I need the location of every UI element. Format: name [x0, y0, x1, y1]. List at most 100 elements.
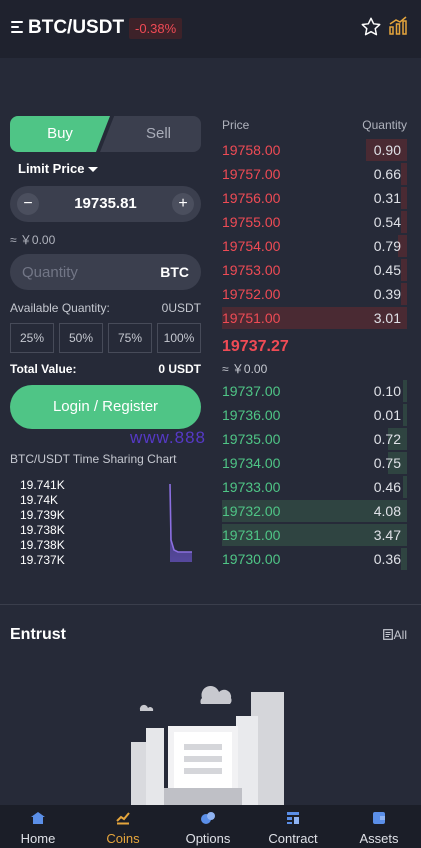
mini-price-chart	[169, 483, 192, 562]
ytick-label: 19.738K	[20, 523, 65, 537]
ask-row[interactable]: 19753.00 0.45	[222, 259, 407, 281]
tab-buy[interactable]: Buy	[10, 116, 110, 152]
nav-label: Assets	[359, 831, 399, 846]
percent-25-button[interactable]: 25%	[10, 323, 54, 353]
bid-qty: 0.75	[373, 455, 401, 471]
entrust-title: Entrust	[10, 626, 66, 643]
bid-row[interactable]: 19737.00 0.10	[222, 380, 407, 402]
depth-bar	[401, 187, 407, 209]
depth-bar	[222, 524, 407, 546]
depth-bar	[222, 500, 407, 522]
nav-label: Contract	[268, 831, 318, 846]
entrust-all-link[interactable]: All	[382, 628, 407, 642]
bid-price: 19736.00	[222, 407, 281, 423]
nav-assets[interactable]: Assets	[337, 805, 421, 848]
watermark: www.888	[130, 428, 206, 447]
nav-home[interactable]: Home	[0, 805, 80, 848]
ask-row[interactable]: 19756.00 0.31	[222, 187, 407, 209]
home-icon	[31, 812, 45, 824]
percent-100-button[interactable]: 100%	[157, 323, 201, 353]
bid-row[interactable]: 19733.00 0.46	[222, 476, 407, 498]
percent-75-button[interactable]: 75%	[108, 323, 152, 353]
depth-bar	[398, 235, 407, 257]
ask-row[interactable]: 19755.00 0.54	[222, 211, 407, 233]
bid-row[interactable]: 19731.00 3.47	[222, 524, 407, 546]
star-icon[interactable]	[360, 16, 382, 38]
depth-bar	[401, 163, 407, 185]
percent-50-button[interactable]: 50%	[59, 323, 103, 353]
pair-title[interactable]: BTC/USDT	[28, 17, 125, 38]
order-type-select[interactable]: Limit Price	[18, 161, 99, 176]
nav-options[interactable]: Options	[166, 805, 250, 848]
bid-qty: 0.36	[373, 551, 401, 567]
price-increase-button[interactable]: +	[172, 193, 194, 215]
login-register-button[interactable]: Login / Register	[10, 385, 201, 429]
bid-qty: 4.08	[373, 503, 401, 519]
quantity-unit: BTC	[160, 264, 189, 280]
percent-buttons: 25% 50% 75% 100%	[10, 323, 201, 353]
depth-bar	[388, 452, 407, 474]
ask-qty: 0.90	[373, 142, 401, 158]
bid-row[interactable]: 19736.00 0.01	[222, 404, 407, 426]
depth-bar	[401, 283, 407, 305]
last-price: 19737.27	[222, 338, 289, 355]
price-decrease-button[interactable]: −	[17, 193, 39, 215]
ytick-label: 19.738K	[20, 538, 65, 552]
bid-price: 19732.00	[222, 503, 281, 519]
bid-qty: 0.10	[373, 383, 401, 399]
ask-price: 19757.00	[222, 166, 281, 182]
depth-bar	[366, 139, 407, 161]
ask-price: 19752.00	[222, 286, 281, 302]
price-stepper: − 19735.81 +	[10, 186, 201, 222]
ask-qty: 3.01	[373, 310, 401, 326]
ask-row[interactable]: 19758.00 0.90	[222, 139, 407, 161]
ask-price: 19758.00	[222, 142, 281, 158]
ask-row[interactable]: 19754.00 0.79	[222, 235, 407, 257]
bid-price: 19735.00	[222, 431, 281, 447]
ask-qty: 0.39	[373, 286, 401, 302]
empty-state-illustration	[131, 685, 284, 810]
ask-row[interactable]: 19752.00 0.39	[222, 283, 407, 305]
bid-row[interactable]: 19735.00 0.72	[222, 428, 407, 450]
bid-qty: 3.47	[373, 527, 401, 543]
ask-price: 19753.00	[222, 262, 281, 278]
ask-row[interactable]: 19751.00 3.01	[222, 307, 407, 329]
depth-bar	[401, 548, 407, 570]
bid-price: 19737.00	[222, 383, 281, 399]
ask-qty: 0.79	[373, 238, 401, 254]
ask-qty: 0.45	[373, 262, 401, 278]
depth-bar	[388, 428, 407, 450]
last-price-cny: ≈ ￥0.00	[222, 362, 268, 376]
nav-label: Coins	[106, 831, 140, 846]
nav-contract[interactable]: Contract	[251, 805, 335, 848]
kline-icon[interactable]	[388, 16, 408, 36]
depth-bar	[401, 211, 407, 233]
mini-chart-title: BTC/USDT Time Sharing Chart	[10, 452, 177, 466]
orderbook-price-header: Price	[222, 118, 250, 132]
depth-bar	[222, 307, 407, 329]
price-value[interactable]: 19735.81	[74, 195, 137, 212]
mini-chart-area	[170, 484, 192, 562]
order-type-label: Limit Price	[18, 161, 85, 176]
bid-row[interactable]: 19732.00 4.08	[222, 500, 407, 522]
ask-qty: 0.31	[373, 190, 401, 206]
bid-row[interactable]: 19730.00 0.36	[222, 548, 407, 570]
nav-label: Options	[185, 831, 231, 846]
available-value: 0USDT	[161, 301, 201, 315]
menu-icon[interactable]	[11, 21, 27, 35]
bid-price: 19731.00	[222, 527, 281, 543]
ask-price: 19751.00	[222, 310, 281, 326]
ask-row[interactable]: 19757.00 0.66	[222, 163, 407, 185]
tab-sell[interactable]: Sell	[100, 116, 201, 152]
caret-down-icon	[88, 167, 99, 173]
total-value: 0 USDT	[158, 362, 201, 376]
change-badge: -0.38%	[129, 18, 183, 39]
nav-coins[interactable]: Coins	[81, 805, 165, 848]
bid-row[interactable]: 19734.00 0.75	[222, 452, 407, 474]
bid-qty: 0.72	[373, 431, 401, 447]
ytick-label: 19.74K	[20, 493, 59, 507]
orderbook-qty-header: Quantity	[362, 118, 407, 132]
ask-price: 19756.00	[222, 190, 281, 206]
quantity-field: BTC	[10, 254, 201, 290]
quantity-input[interactable]	[22, 254, 152, 290]
